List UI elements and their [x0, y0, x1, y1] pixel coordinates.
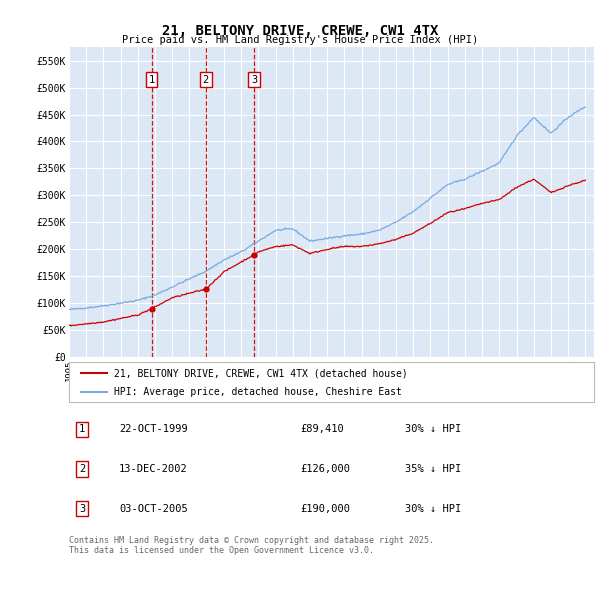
Text: 22-OCT-1999: 22-OCT-1999 — [119, 424, 188, 434]
Text: 21, BELTONY DRIVE, CREWE, CW1 4TX (detached house): 21, BELTONY DRIVE, CREWE, CW1 4TX (detac… — [113, 369, 407, 379]
Text: 30% ↓ HPI: 30% ↓ HPI — [405, 504, 461, 514]
Text: 3: 3 — [251, 75, 257, 85]
Text: 1: 1 — [148, 75, 155, 85]
Text: £190,000: £190,000 — [300, 504, 350, 514]
Text: Contains HM Land Registry data © Crown copyright and database right 2025.
This d: Contains HM Land Registry data © Crown c… — [69, 536, 434, 555]
Text: 13-DEC-2002: 13-DEC-2002 — [119, 464, 188, 474]
Text: £126,000: £126,000 — [300, 464, 350, 474]
Text: 2: 2 — [79, 464, 85, 474]
Text: 03-OCT-2005: 03-OCT-2005 — [119, 504, 188, 514]
Text: £89,410: £89,410 — [300, 424, 344, 434]
Text: Price paid vs. HM Land Registry's House Price Index (HPI): Price paid vs. HM Land Registry's House … — [122, 35, 478, 45]
Text: 3: 3 — [79, 504, 85, 514]
Text: 30% ↓ HPI: 30% ↓ HPI — [405, 424, 461, 434]
Text: 2: 2 — [203, 75, 209, 85]
Text: 1: 1 — [79, 424, 85, 434]
Text: HPI: Average price, detached house, Cheshire East: HPI: Average price, detached house, Ches… — [113, 388, 401, 397]
Text: 21, BELTONY DRIVE, CREWE, CW1 4TX: 21, BELTONY DRIVE, CREWE, CW1 4TX — [162, 24, 438, 38]
Text: 35% ↓ HPI: 35% ↓ HPI — [405, 464, 461, 474]
